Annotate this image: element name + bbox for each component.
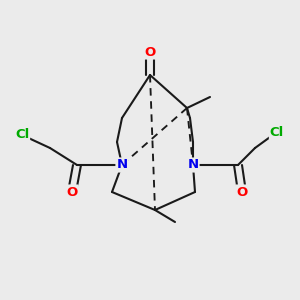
Text: O: O: [144, 46, 156, 59]
Text: Cl: Cl: [270, 125, 284, 139]
Text: N: N: [116, 158, 128, 172]
Text: Cl: Cl: [15, 128, 29, 142]
Text: O: O: [236, 185, 247, 199]
Text: N: N: [188, 158, 199, 172]
Text: O: O: [66, 185, 78, 199]
